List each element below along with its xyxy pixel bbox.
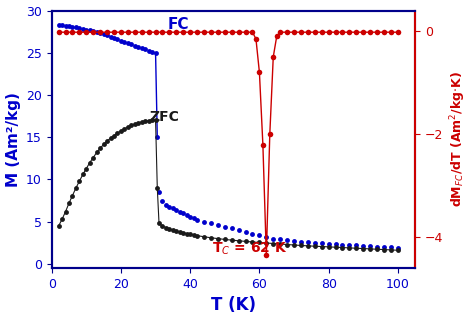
Y-axis label: M (Am²/kg): M (Am²/kg): [6, 92, 20, 187]
X-axis label: T (K): T (K): [211, 296, 256, 315]
Y-axis label: dM$_{FC}$/dT (Am$^2$/kg$\cdot$K): dM$_{FC}$/dT (Am$^2$/kg$\cdot$K): [449, 71, 468, 207]
Text: T$_C$ = 62 K: T$_C$ = 62 K: [212, 241, 287, 257]
Text: ZFC: ZFC: [150, 110, 180, 124]
Text: FC: FC: [168, 17, 190, 32]
